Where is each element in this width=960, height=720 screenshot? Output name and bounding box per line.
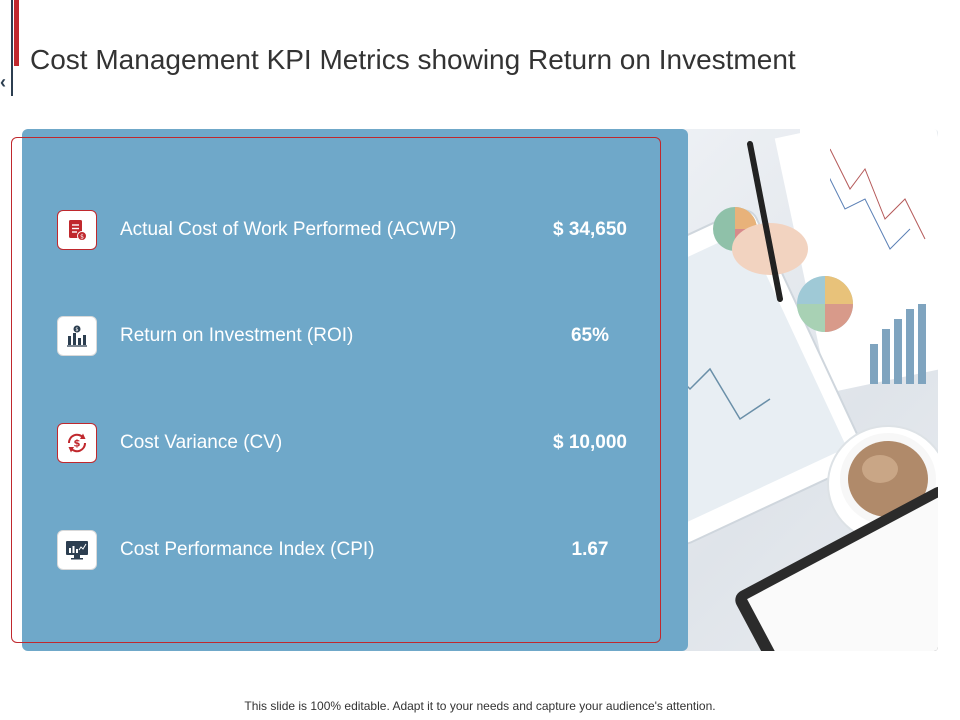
svg-text:$: $: [80, 234, 84, 241]
accent-bar-red: [14, 0, 19, 66]
kpi-icon-box: [57, 530, 97, 570]
kpi-value: $ 34,650: [553, 219, 627, 240]
kpi-row: $ Actual Cost of Work Performed (ACWP) $…: [22, 210, 688, 254]
kpi-icon-box: $: [57, 423, 97, 463]
kpi-value: $ 10,000: [553, 432, 627, 453]
svg-text:$: $: [75, 327, 78, 333]
kpi-panel: $ Actual Cost of Work Performed (ACWP) $…: [22, 129, 688, 651]
svg-text:$: $: [74, 439, 81, 450]
kpi-label: Return on Investment (ROI): [120, 325, 354, 346]
footer-note: This slide is 100% editable. Adapt it to…: [244, 699, 716, 713]
kpi-icon-box: $: [57, 210, 97, 250]
kpi-value: 65%: [570, 325, 610, 346]
kpi-icon-box: $: [57, 316, 97, 356]
dollar-refresh-icon: $: [67, 433, 87, 453]
chevron-left-icon[interactable]: ‹: [0, 72, 6, 92]
kpi-row: $ Cost Variance (CV) $ 10,000: [22, 423, 688, 467]
monitor-chart-icon: [66, 541, 88, 560]
desk-photo: [650, 129, 938, 651]
cost-document-icon: $: [69, 220, 87, 241]
desk-photo-illustration: [650, 129, 938, 651]
investment-chart-icon: $: [67, 325, 87, 347]
kpi-label: Actual Cost of Work Performed (ACWP): [120, 219, 457, 240]
kpi-label: Cost Performance Index (CPI): [120, 539, 375, 560]
kpi-value: 1.67: [571, 539, 609, 560]
slide-title: Cost Management KPI Metrics showing Retu…: [30, 44, 796, 75]
kpi-label: Cost Variance (CV): [120, 432, 283, 453]
kpi-row: Cost Performance Index (CPI) 1.67: [22, 530, 688, 574]
accent-bar-navy: [11, 0, 13, 96]
kpi-row: $ Return on Investment (ROI) 65%: [22, 316, 688, 360]
